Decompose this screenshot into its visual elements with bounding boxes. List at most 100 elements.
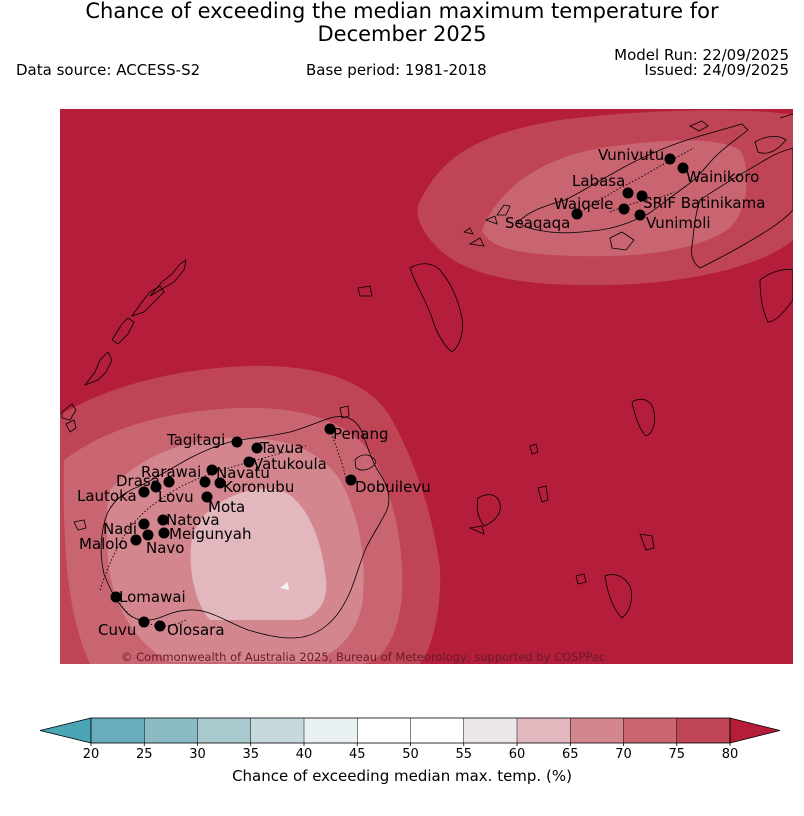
station-dot-lautoka	[138, 486, 150, 498]
model-run: Model Run: 22/09/2025	[614, 46, 789, 64]
station-label-tavua: Tavua	[259, 439, 303, 457]
station-dot-mota	[201, 491, 213, 503]
colorbar-tick-65: 65	[562, 747, 579, 762]
contour-55-60-south	[190, 488, 327, 620]
colorbar-segment-20-25	[91, 718, 145, 743]
colorbar-segment-55-60	[463, 718, 518, 743]
station-label-olosara: Olosara	[167, 621, 225, 639]
station-dot-lomawai	[110, 591, 122, 603]
coastline-yadua	[496, 204, 511, 216]
title-line-1: Chance of exceeding the median maximum t…	[85, 0, 719, 23]
colorbar-under-arrow	[39, 717, 92, 744]
coastline-ovalau	[354, 454, 377, 471]
station-dot-waiqele	[618, 203, 630, 215]
station-label-drasa: Drasa	[116, 472, 160, 490]
map-area: © Commonwealth of Australia 2025, Bureau…	[60, 109, 793, 664]
station-dot-cuvu	[138, 616, 150, 628]
boundary-north-2	[609, 191, 675, 213]
colorbar-tick-55: 55	[455, 747, 472, 762]
station-label-cuvu: Cuvu	[98, 621, 136, 639]
copyright-notice: © Commonwealth of Australia 2025, Bureau…	[121, 650, 605, 664]
title-line-2: December 2025	[317, 22, 487, 46]
data-source: Data source: ACCESS-S2	[16, 61, 201, 79]
coastline-yasawa	[83, 351, 113, 386]
coastline-lau-5	[529, 443, 539, 455]
coastline-tiny-3	[468, 237, 485, 247]
station-dot-navo	[142, 529, 154, 541]
coastline-vanua-east	[779, 113, 793, 119]
station-label-vunivutu: Vunivutu	[598, 146, 664, 164]
base-period: Base period: 1981-2018	[306, 61, 487, 79]
colorbar-label: Chance of exceeding median max. temp. (%…	[232, 767, 572, 785]
station-label-wainikoro: Wainikoro	[686, 168, 759, 186]
coastline-vanua-levu	[517, 123, 749, 234]
station-label-srif-batinikama: SRIF Batinikama	[643, 194, 765, 212]
station-label-lomawai: Lomawai	[119, 588, 186, 606]
station-dot-vunimoli	[634, 209, 646, 221]
coastline-taveuni	[754, 136, 787, 154]
colorbar-tick-75: 75	[668, 747, 685, 762]
station-dot-nadi	[138, 518, 150, 530]
colorbar-tick-50: 50	[402, 747, 419, 762]
station-label-dobuilevu: Dobuilevu	[355, 478, 431, 496]
station-dot-lovu	[163, 476, 175, 488]
station-dot-rarawai	[206, 464, 218, 476]
station-label-lovu: Lovu	[158, 488, 194, 506]
boundary-south	[117, 599, 187, 627]
station-dot-dobuilevu	[345, 474, 357, 486]
station-label-malolo: Malolo	[79, 535, 128, 553]
station-dot-navatu	[199, 476, 211, 488]
station-label-mota: Mota	[208, 498, 245, 516]
colorbar-segment-25-30	[144, 718, 198, 743]
station-dot-meigunyah	[158, 527, 170, 539]
station-label-meigunyah: Meigunyah	[169, 525, 251, 543]
station-dot-wainikoro	[677, 162, 689, 174]
probability-contours	[60, 110, 793, 664]
issued-date: Issued: 24/09/2025	[644, 61, 789, 79]
colorbar-tick-70: 70	[615, 747, 632, 762]
coastline-tiny-2	[484, 215, 498, 225]
colorbar-tick-25: 25	[136, 747, 153, 762]
coastline-yasawa-4	[149, 259, 187, 297]
station-dot-seaqaqa	[571, 208, 583, 220]
coastline-lau-1	[631, 398, 655, 437]
station-dot-vunivutu	[664, 153, 676, 165]
station-label-labasa: Labasa	[572, 172, 625, 190]
station-label-navatu: Navatu	[216, 464, 270, 482]
coastline-penang-islet	[339, 405, 350, 419]
colorbar-tick-35: 35	[242, 747, 259, 762]
colorbar-segment-60-65	[517, 718, 571, 743]
coastline-lau-3	[476, 494, 501, 527]
station-label-rarawai: Rarawai	[141, 463, 201, 481]
station-label-waiqele: Waiqele	[554, 195, 613, 213]
coastline-natewa	[691, 147, 793, 269]
contour-50-55-spot	[280, 582, 289, 590]
coastlines	[61, 113, 793, 639]
coastline-mamanuca-2	[65, 419, 77, 433]
station-dot-drasa	[150, 481, 162, 493]
colorbar-segment-45-50	[357, 718, 411, 743]
station-label-tagitagi: Tagitagi	[166, 431, 225, 449]
station-label-nadi: Nadi	[103, 520, 137, 538]
coastline-lau-7	[468, 525, 485, 535]
colorbar-tick-30: 30	[189, 747, 206, 762]
station-label-lautoka: Lautoka	[77, 487, 137, 505]
boundary-west	[99, 445, 307, 591]
coastline-koro-north	[609, 231, 635, 251]
coastline-mamanuca-3	[73, 519, 87, 531]
station-markers: Vunivutu Wainikoro Labasa SRIF Batinikama Wa…	[77, 146, 765, 639]
colorbar-segment-75-80	[676, 718, 731, 743]
colorbar-tick-40: 40	[296, 747, 313, 762]
station-label-vatukoula: Vatukoula	[253, 455, 327, 473]
colorbar-segment-70-75	[623, 718, 678, 743]
station-dot-malolo	[130, 534, 142, 546]
station-dot-olosara	[154, 620, 166, 632]
station-dot-natova	[157, 514, 169, 526]
colorbar-tick-20: 20	[83, 747, 100, 762]
station-label-penang: Penang	[333, 425, 388, 443]
station-label-natova: Natova	[166, 511, 220, 529]
coastline-lau-4	[537, 485, 549, 503]
coastline-koro	[409, 263, 463, 353]
colorbar-segment-50-55	[410, 718, 465, 743]
colorbar-segment-35-40	[250, 718, 305, 743]
